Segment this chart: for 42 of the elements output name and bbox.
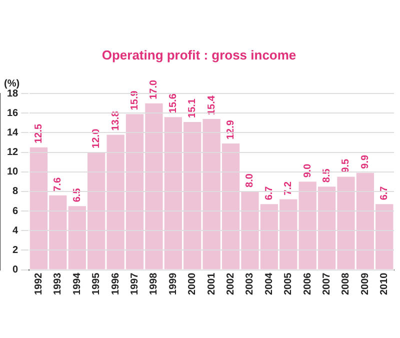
- x-tick-label: 2003: [244, 272, 256, 296]
- y-tick-label: 8: [12, 186, 19, 198]
- x-tick-label: 2000: [187, 272, 198, 296]
- y-tick-label: 4: [12, 225, 19, 236]
- data-label: 15.6: [168, 93, 179, 114]
- x-tick-label: 2007: [322, 272, 333, 296]
- data-label: 12.5: [33, 124, 44, 144]
- data-label: 8.0: [244, 173, 256, 188]
- x-tick-label: 2002: [226, 272, 237, 296]
- x-tick-label: 2001: [206, 272, 218, 296]
- y-tick-label: 10: [7, 166, 19, 178]
- data-label: 9.0: [302, 163, 314, 178]
- x-tick-label: 1993: [52, 272, 64, 296]
- y-tick-label: 16: [7, 108, 19, 119]
- x-tick-label: 2005: [283, 272, 294, 296]
- y-tick-label: 2: [12, 244, 19, 256]
- x-tick-label: 2008: [340, 272, 352, 296]
- x-tick-label: 1999: [168, 272, 179, 296]
- x-tick-label: 2006: [302, 272, 314, 296]
- x-tick-label: 1992: [33, 272, 44, 296]
- y-tick-label: 6: [12, 206, 19, 217]
- y-axis-title: (%): [4, 78, 20, 90]
- data-label: 6.7: [379, 186, 390, 200]
- data-label: 6.7: [264, 186, 275, 200]
- x-tick-label: 1998: [148, 272, 160, 296]
- data-label: 15.1: [187, 98, 198, 118]
- x-tick-label: 1997: [129, 272, 140, 296]
- x-tick-label: 1994: [72, 272, 83, 296]
- x-tick-label: 1996: [110, 272, 122, 296]
- x-tick-label: 2004: [264, 272, 275, 296]
- data-label: 17.0: [148, 79, 160, 100]
- data-label: 15.4: [206, 95, 218, 116]
- y-tick-label: 18: [7, 88, 19, 100]
- data-label: 9.9: [360, 154, 371, 169]
- chart-title: Operating profit : gross income: [102, 47, 296, 62]
- y-tick-label: 12: [7, 147, 19, 158]
- x-tick-label: 2009: [360, 272, 371, 296]
- y-tick-label: 0: [12, 264, 19, 276]
- y-tick-label: 14: [7, 127, 19, 138]
- x-tick-label: 1995: [91, 272, 102, 296]
- x-tick-label: 2010: [379, 272, 390, 296]
- data-label: 7.6: [52, 177, 64, 192]
